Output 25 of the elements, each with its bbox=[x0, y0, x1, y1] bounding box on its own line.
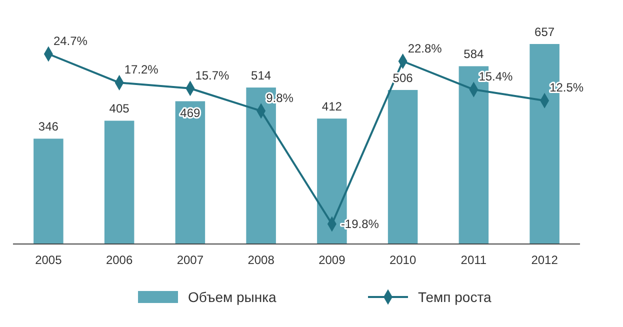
bar bbox=[34, 138, 64, 244]
x-tick-label: 2007 bbox=[176, 253, 204, 267]
x-tick-label: 2006 bbox=[106, 253, 133, 267]
legend-label: Объем рынка bbox=[188, 289, 277, 305]
data-label: 469 bbox=[180, 106, 201, 120]
data-label: 346 bbox=[38, 120, 59, 134]
bar bbox=[388, 90, 418, 244]
x-tick-label: 2010 bbox=[389, 253, 416, 267]
x-tick-label: 2012 bbox=[531, 253, 558, 267]
bar bbox=[104, 120, 134, 244]
data-label: 412 bbox=[322, 100, 342, 114]
x-tick-label: 2011 bbox=[460, 253, 487, 267]
data-label: 22.8% bbox=[408, 41, 442, 56]
x-tick-label: 2009 bbox=[318, 253, 346, 267]
data-label: 514 bbox=[251, 68, 272, 83]
data-label: 657 bbox=[534, 25, 555, 39]
data-label: 17.2% bbox=[124, 62, 159, 77]
data-label: 584 bbox=[464, 47, 484, 62]
bar bbox=[175, 101, 206, 244]
x-tick-label: 2008 bbox=[248, 253, 275, 267]
data-label: 15.7% bbox=[195, 68, 230, 82]
data-label: 405 bbox=[109, 102, 130, 116]
data-label: 24.7% bbox=[53, 34, 88, 48]
x-tick-label: 2005 bbox=[35, 253, 62, 267]
legend-label: Темп роста bbox=[418, 289, 492, 305]
